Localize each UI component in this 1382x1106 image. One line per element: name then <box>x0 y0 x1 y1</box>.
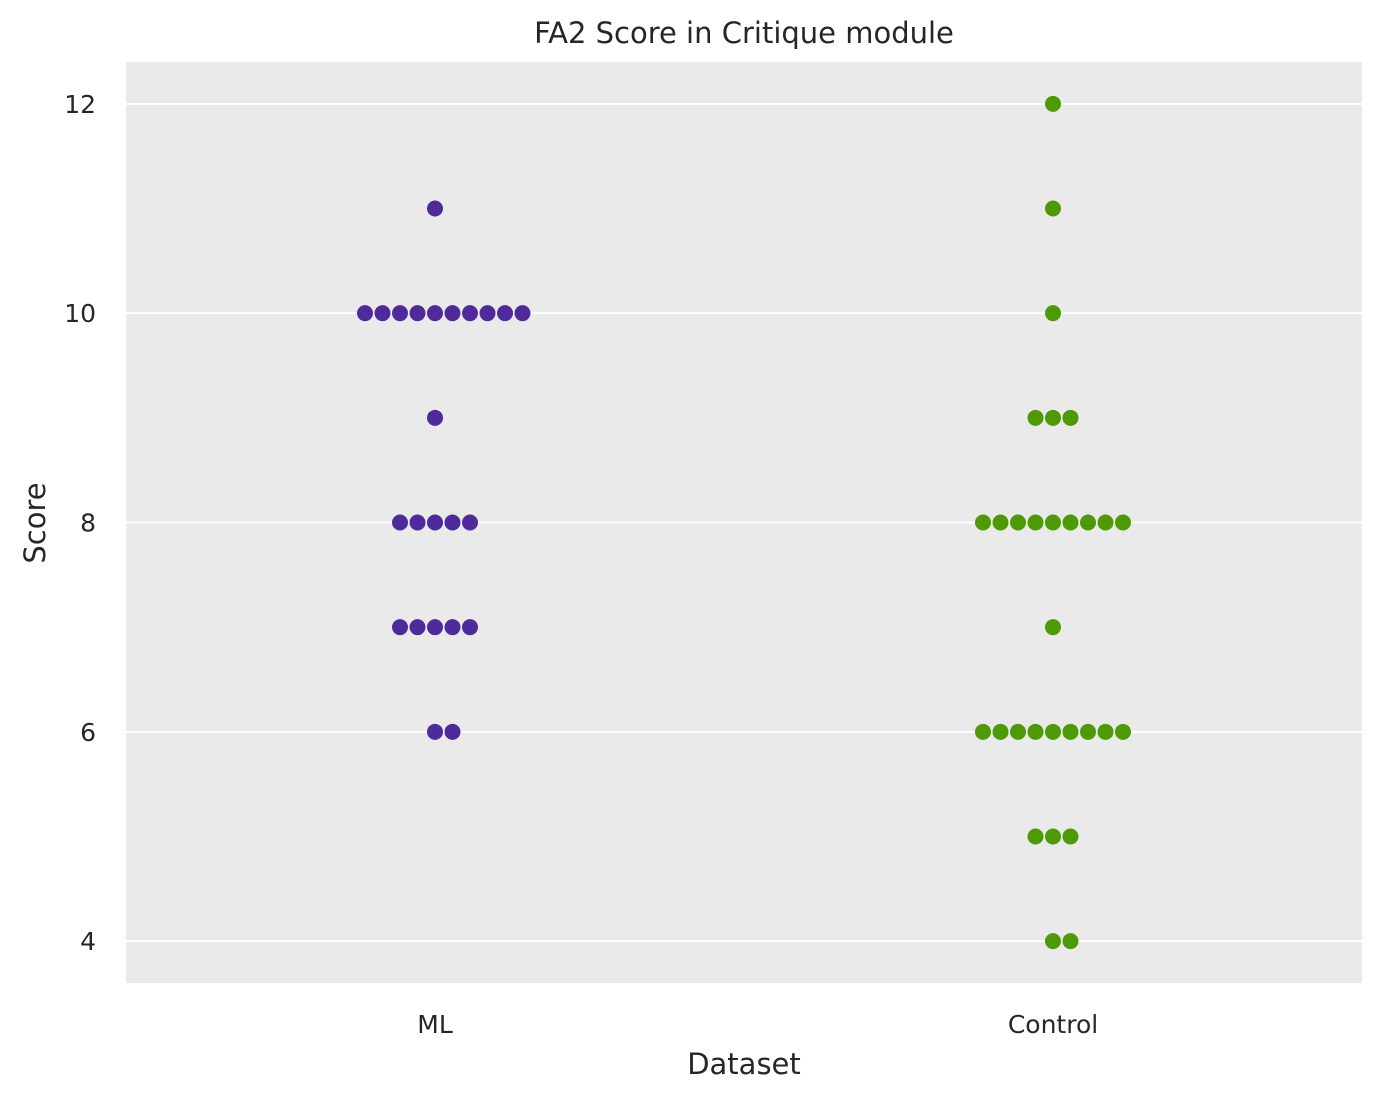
data-point-ml <box>427 514 443 531</box>
data-point-control <box>1080 723 1096 740</box>
data-point-ml <box>392 305 408 322</box>
data-point-control <box>975 723 991 740</box>
data-point-control <box>1080 514 1096 531</box>
data-point-ml <box>444 619 461 636</box>
chart-title: FA2 Score in Critique module <box>534 16 954 50</box>
x-tick-label: ML <box>417 1010 453 1039</box>
data-point-control <box>1062 828 1079 845</box>
data-point-ml <box>374 305 391 322</box>
y-tick-label: 8 <box>80 509 96 538</box>
data-point-ml <box>409 514 426 531</box>
x-axis-label: Dataset <box>687 1047 801 1081</box>
x-tick-label: Control <box>1008 1010 1098 1039</box>
data-point-ml <box>497 305 513 322</box>
data-point-control <box>1062 933 1079 950</box>
data-point-control <box>1010 514 1026 531</box>
y-tick-label: 12 <box>64 90 96 119</box>
data-point-ml <box>462 305 478 322</box>
data-point-control <box>1097 514 1114 531</box>
data-point-ml <box>479 305 496 322</box>
y-axis-label: Score <box>18 482 52 563</box>
y-tick-label: 4 <box>80 927 96 956</box>
data-point-control <box>992 514 1009 531</box>
data-point-control <box>1010 723 1026 740</box>
y-tick-labels: 4 6 8 10 12 <box>64 90 96 956</box>
data-point-control <box>975 514 991 531</box>
data-point-ml <box>427 305 443 322</box>
data-point-ml <box>357 305 373 322</box>
data-point-control <box>1115 723 1131 740</box>
data-point-control <box>1062 409 1079 426</box>
data-point-ml <box>462 619 478 636</box>
data-point-ml <box>392 514 408 531</box>
data-point-control <box>1027 828 1044 845</box>
data-point-control <box>1045 409 1061 426</box>
data-point-ml <box>427 409 443 426</box>
data-point-control <box>1045 723 1061 740</box>
data-point-ml <box>444 514 461 531</box>
data-point-control <box>1045 514 1061 531</box>
data-point-control <box>1027 723 1044 740</box>
data-point-control <box>1115 514 1131 531</box>
data-point-ml <box>409 619 426 636</box>
data-point-ml <box>444 305 461 322</box>
data-point-ml <box>427 200 443 217</box>
data-point-control <box>1027 409 1044 426</box>
data-point-control <box>1045 95 1061 112</box>
y-tick-label: 6 <box>80 718 96 747</box>
data-point-control <box>1045 619 1061 636</box>
data-point-ml <box>427 619 443 636</box>
data-point-control <box>1027 514 1044 531</box>
data-point-control <box>1062 514 1079 531</box>
data-point-ml <box>427 723 443 740</box>
data-point-control <box>1097 723 1114 740</box>
grid-lines <box>126 102 1362 943</box>
data-point-control <box>1062 723 1079 740</box>
data-point-ml <box>409 305 426 322</box>
data-point-control <box>992 723 1009 740</box>
data-points <box>357 95 1131 950</box>
data-point-ml <box>444 723 461 740</box>
data-point-control <box>1045 933 1061 950</box>
data-point-control <box>1045 305 1061 322</box>
data-point-control <box>1045 200 1061 217</box>
data-point-ml <box>462 514 478 531</box>
y-tick-label: 10 <box>64 299 96 328</box>
data-point-ml <box>514 305 531 322</box>
data-point-control <box>1045 828 1061 845</box>
data-point-ml <box>392 619 408 636</box>
x-tick-labels: ML Control <box>417 1010 1098 1039</box>
